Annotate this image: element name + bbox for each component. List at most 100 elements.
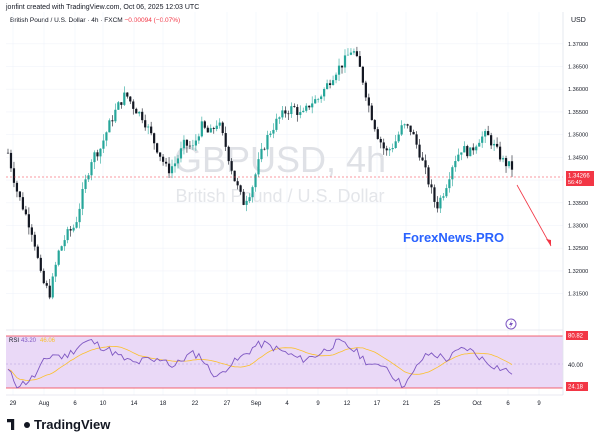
countdown-label: 56:49 — [568, 180, 582, 186]
lightning-icon[interactable] — [505, 318, 517, 330]
candle — [275, 113, 278, 132]
candle — [367, 93, 370, 113]
candle — [120, 102, 123, 109]
candle — [340, 65, 344, 74]
candle — [6, 148, 10, 154]
candle — [45, 280, 48, 289]
time-tick-label: 29 — [10, 401, 17, 407]
candle — [93, 150, 96, 170]
candle — [379, 136, 382, 149]
candle — [430, 179, 433, 194]
candle — [424, 154, 427, 175]
time-tick-label: 17 — [374, 401, 381, 407]
candle — [445, 184, 448, 198]
time-tick-label: 6 — [506, 401, 510, 407]
candle — [481, 131, 484, 148]
candle — [200, 116, 203, 138]
candle — [331, 75, 335, 86]
price-axis[interactable]: 1.37000 1.36500 1.36000 1.35500 1.35000 1.345… — [568, 42, 588, 298]
candle — [323, 87, 326, 101]
candle — [394, 135, 397, 149]
time-tick-label: Sep — [251, 401, 262, 407]
rsi-level-mid-label: 40.00 — [568, 363, 584, 369]
candle — [233, 170, 236, 182]
candle — [158, 152, 162, 162]
watermark-ticker: GBPUSD, 4h — [174, 139, 386, 180]
candle — [9, 149, 13, 172]
candle — [194, 134, 197, 151]
candle — [191, 139, 194, 150]
rsi-band — [6, 336, 563, 388]
candle — [299, 105, 302, 119]
candle — [376, 126, 379, 140]
candle — [227, 145, 230, 165]
candle — [179, 141, 183, 163]
candle — [421, 151, 424, 161]
candle — [248, 193, 251, 204]
time-tick-label: 25 — [434, 401, 441, 407]
candle — [215, 120, 218, 132]
candle — [436, 196, 439, 213]
candle — [370, 103, 373, 121]
candle — [382, 138, 385, 155]
candles — [6, 46, 514, 300]
candle — [478, 139, 481, 147]
price-tick-label: 1.37000 — [568, 42, 588, 48]
candle — [176, 154, 180, 169]
candle — [164, 157, 168, 167]
candle — [317, 97, 320, 103]
price-tick-label: 1.32500 — [568, 246, 588, 252]
candle — [290, 102, 293, 118]
candle — [96, 149, 99, 161]
candle — [272, 123, 275, 139]
symbol-line[interactable]: British Pound / U.S. Dollar · 4h · FXCM … — [10, 17, 180, 24]
candle — [108, 118, 111, 133]
candle — [308, 105, 311, 110]
candle — [460, 152, 463, 161]
price-tick-label: 1.35500 — [568, 110, 588, 116]
candle — [311, 96, 314, 114]
time-tick-label: 18 — [160, 401, 167, 407]
candle — [328, 79, 332, 89]
candle — [337, 58, 341, 82]
candle — [463, 141, 466, 153]
time-tick-label: 22 — [192, 401, 199, 407]
candle — [99, 148, 102, 164]
time-axis[interactable]: 29 Aug 6 10 14 18 22 27 Sep 4 9 12 17 21 25 Oct 6 9 — [10, 401, 542, 407]
candle — [397, 131, 400, 143]
candle — [305, 103, 308, 113]
candle — [66, 226, 69, 244]
candle — [51, 273, 54, 300]
rsi-level-low-label: 24.18 — [568, 385, 584, 391]
candle — [141, 108, 144, 124]
candle — [102, 134, 105, 154]
candle — [475, 144, 478, 154]
footer-brand[interactable]: TradingView — [7, 417, 110, 432]
candle — [490, 132, 493, 150]
time-tick-label: 9 — [316, 401, 320, 407]
rsi-level-high-badge: 80.82 — [566, 331, 588, 340]
grid — [6, 12, 563, 395]
rsi-level-low-badge: 24.18 — [566, 382, 588, 391]
price-tick-label: 1.36500 — [568, 65, 588, 71]
candle — [457, 148, 460, 162]
candle — [469, 147, 472, 157]
candle — [48, 278, 51, 300]
rsi-pane[interactable]: RSI 43.20 46.06 80.82 40.00 24.18 — [6, 331, 588, 391]
candle — [105, 131, 108, 147]
candle — [358, 50, 362, 67]
time-tick-label: 27 — [224, 401, 231, 407]
candle — [167, 157, 171, 179]
candle — [117, 101, 120, 111]
candle — [18, 190, 22, 201]
candle — [409, 125, 412, 136]
candle — [343, 49, 347, 73]
candle — [403, 123, 406, 129]
candle — [296, 104, 299, 122]
candle — [182, 135, 186, 155]
candle — [12, 161, 16, 188]
tradingview-logo-icon — [7, 419, 15, 430]
candle — [498, 141, 502, 162]
